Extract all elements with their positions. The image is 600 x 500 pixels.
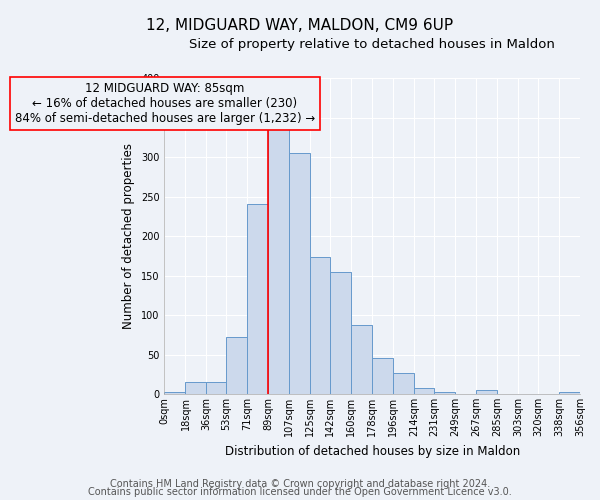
Bar <box>414 388 434 394</box>
Text: 12, MIDGUARD WAY, MALDON, CM9 6UP: 12, MIDGUARD WAY, MALDON, CM9 6UP <box>146 18 454 32</box>
Y-axis label: Number of detached properties: Number of detached properties <box>122 143 136 329</box>
Bar <box>330 272 351 394</box>
Bar <box>164 392 185 394</box>
Bar <box>185 382 206 394</box>
Bar <box>434 392 455 394</box>
Bar <box>247 204 268 394</box>
Title: Size of property relative to detached houses in Maldon: Size of property relative to detached ho… <box>189 38 555 51</box>
Bar <box>289 153 310 394</box>
Text: Contains HM Land Registry data © Crown copyright and database right 2024.: Contains HM Land Registry data © Crown c… <box>110 479 490 489</box>
Bar <box>268 130 289 394</box>
Bar <box>372 358 393 394</box>
Bar <box>226 337 247 394</box>
Text: 12 MIDGUARD WAY: 85sqm
← 16% of detached houses are smaller (230)
84% of semi-de: 12 MIDGUARD WAY: 85sqm ← 16% of detached… <box>15 82 315 125</box>
Bar <box>351 326 372 394</box>
Bar <box>206 382 226 394</box>
Bar <box>559 392 580 394</box>
Bar <box>476 390 497 394</box>
Bar <box>393 372 414 394</box>
X-axis label: Distribution of detached houses by size in Maldon: Distribution of detached houses by size … <box>224 444 520 458</box>
Bar <box>310 258 330 394</box>
Text: Contains public sector information licensed under the Open Government Licence v3: Contains public sector information licen… <box>88 487 512 497</box>
